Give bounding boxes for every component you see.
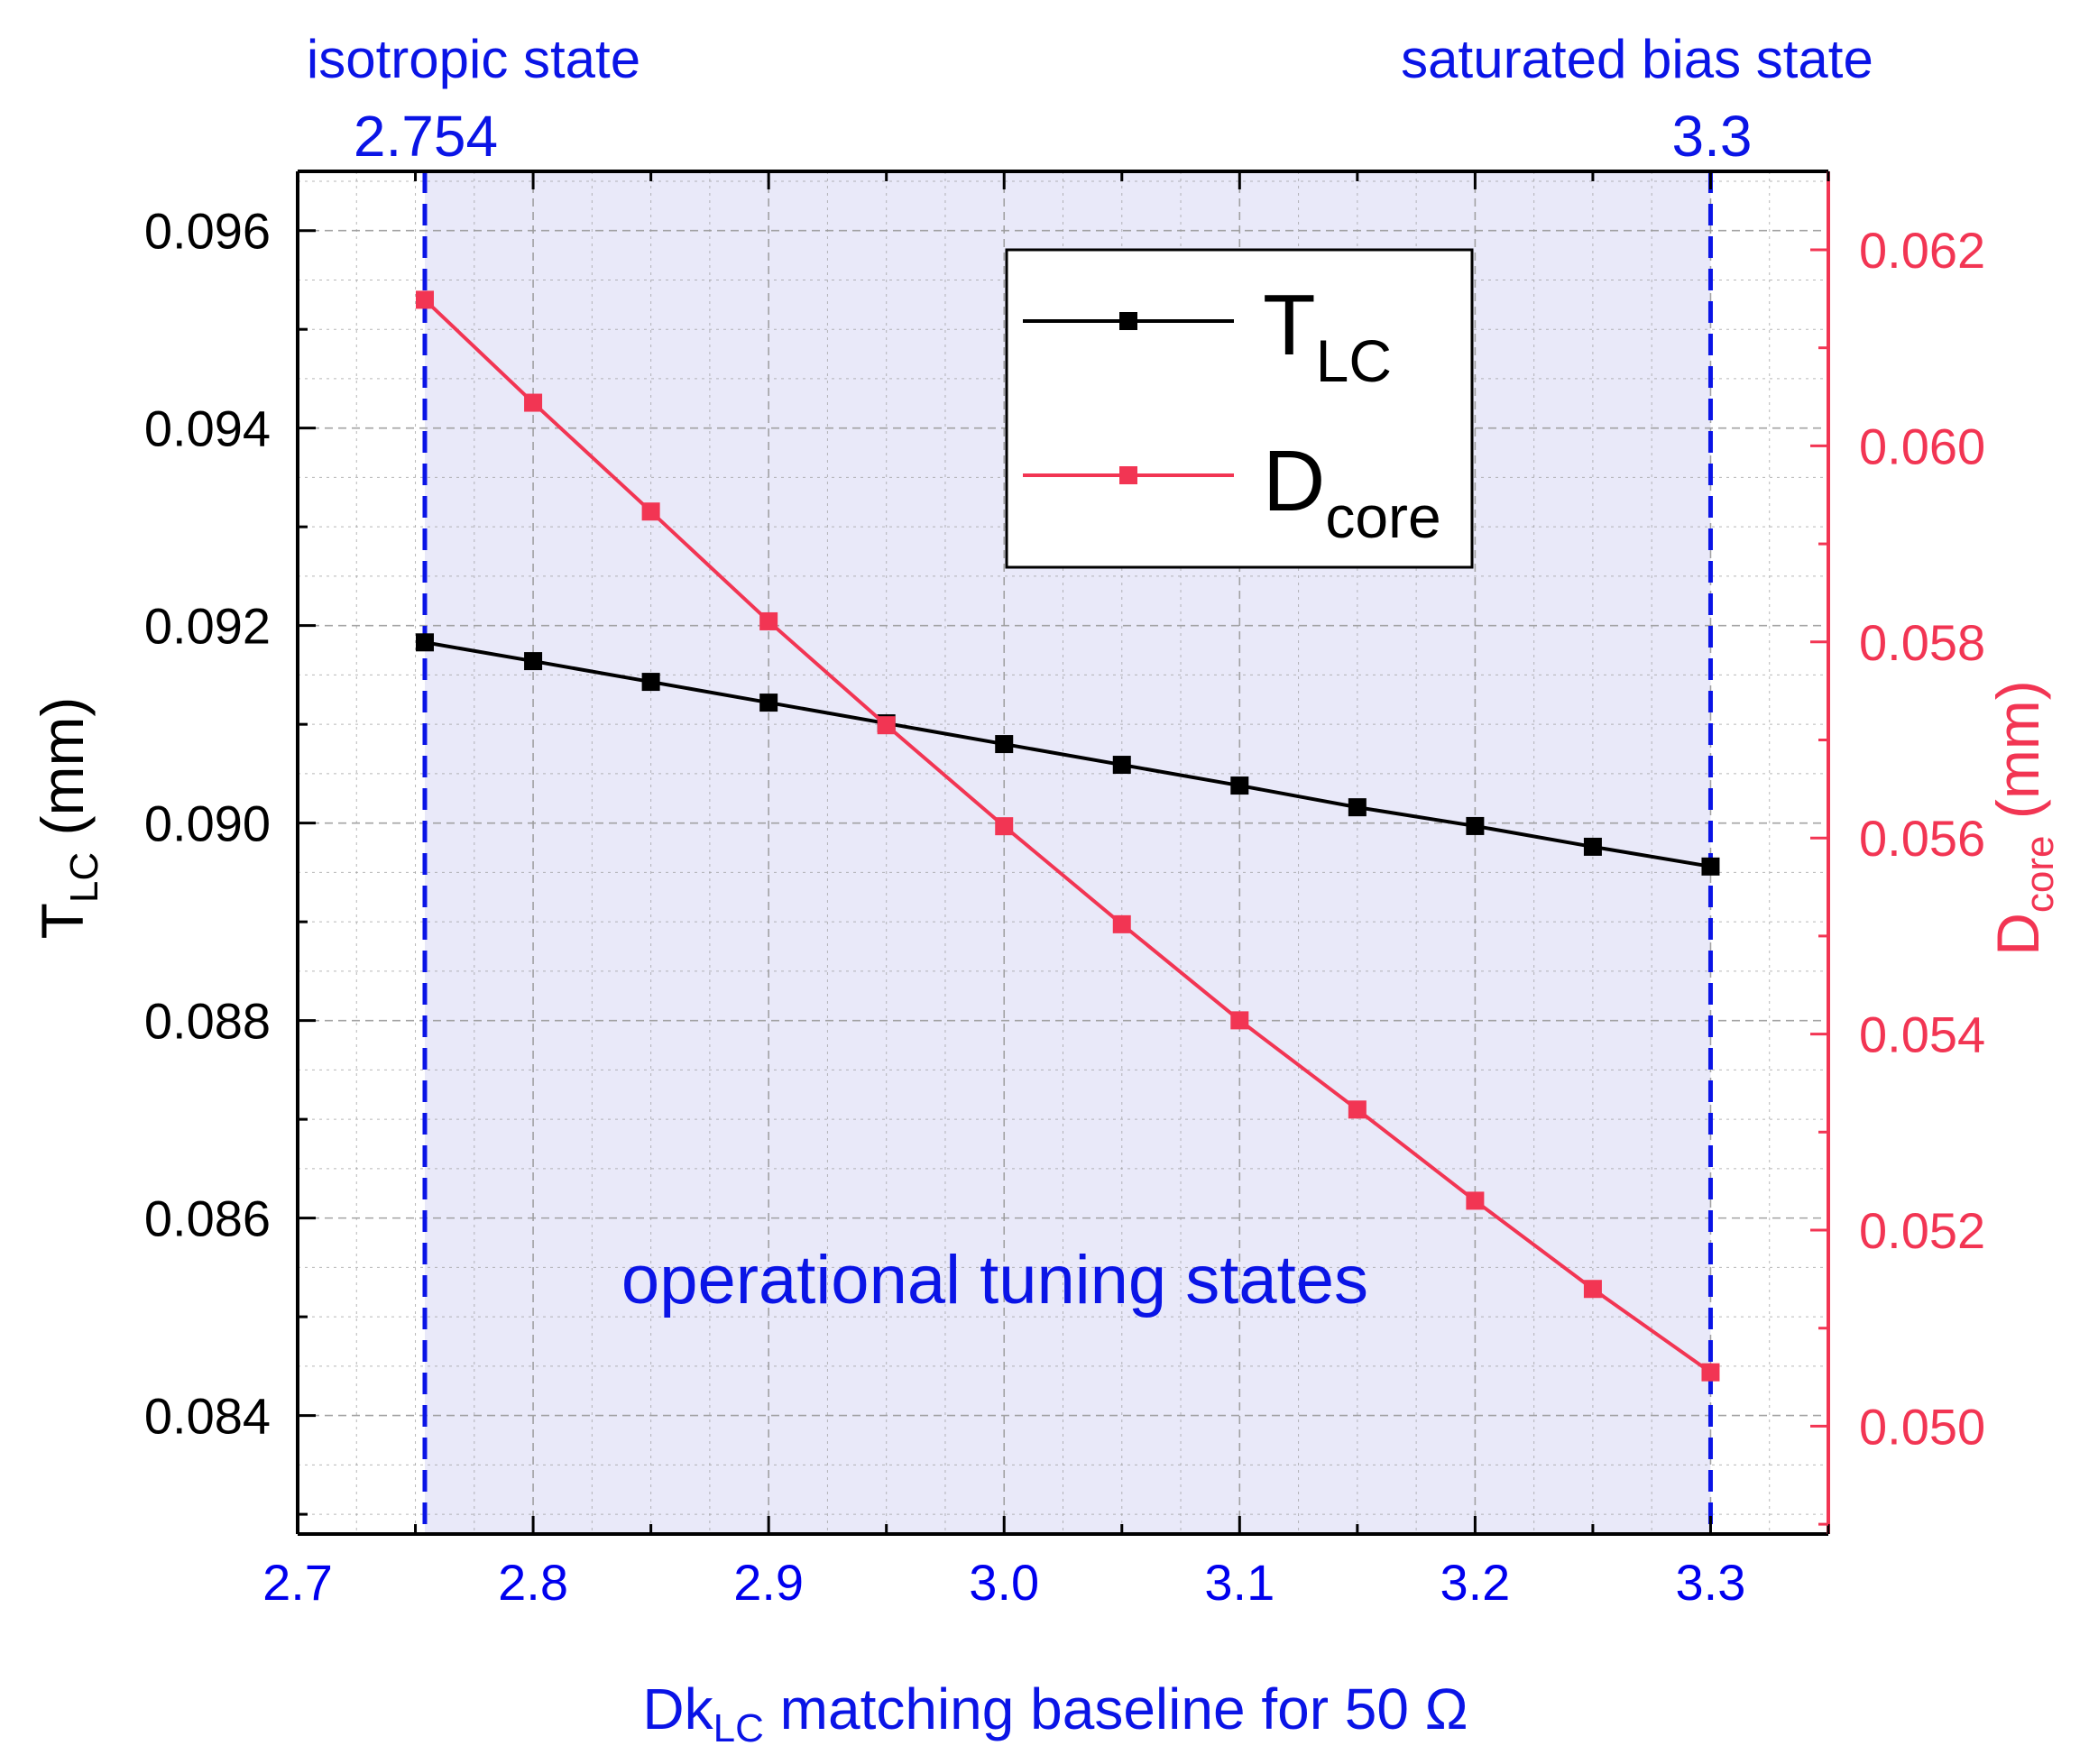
data-point-t-lc xyxy=(524,652,543,671)
data-point-t-lc xyxy=(759,694,778,712)
data-point-d-core xyxy=(759,611,778,630)
legend: TLC Dcore xyxy=(1005,248,1474,569)
y-axis-left-title-sub: LC xyxy=(62,852,106,903)
data-point-t-lc xyxy=(1348,798,1367,817)
series-layer xyxy=(415,290,1720,1382)
saturated-state-title: saturated bias state xyxy=(1401,29,1873,89)
legend-box xyxy=(1005,248,1474,569)
axes-frame-layer xyxy=(296,170,1830,1536)
x-tick-label: 3.2 xyxy=(1440,1554,1510,1611)
legend-label-dcore: Dcore xyxy=(1263,433,1441,550)
x-tick-label: 3.0 xyxy=(969,1554,1039,1611)
data-point-t-lc xyxy=(1112,756,1131,775)
data-point-t-lc xyxy=(641,673,660,692)
y-axis-right-title-main: D xyxy=(1984,913,2051,956)
legend-label-tlc-sub: LC xyxy=(1316,327,1392,394)
y-axis-left-title: TLC (mm) xyxy=(29,697,106,940)
data-point-d-core xyxy=(524,393,543,412)
y-right-tick-label: 0.058 xyxy=(1859,614,1985,671)
data-point-d-core xyxy=(1112,914,1131,933)
data-point-d-core xyxy=(1230,1011,1249,1030)
data-point-d-core xyxy=(641,502,660,521)
y-left-tick-label: 0.086 xyxy=(144,1190,271,1247)
data-point-d-core xyxy=(1583,1280,1602,1299)
y-right-tick-label: 0.060 xyxy=(1859,418,1985,474)
y-right-tick-label: 0.056 xyxy=(1859,810,1985,867)
data-point-t-lc xyxy=(1230,776,1249,795)
x-axis-title-sub: LC xyxy=(713,1706,764,1750)
data-point-t-lc xyxy=(1583,837,1602,856)
y-right-tick-label: 0.050 xyxy=(1859,1398,1985,1455)
legend-label-dcore-sub: core xyxy=(1325,483,1440,550)
region-label: operational tuning states xyxy=(621,1242,1368,1318)
legend-label-tlc: TLC xyxy=(1263,277,1392,394)
data-point-t-lc xyxy=(1466,816,1485,835)
data-point-d-core xyxy=(1348,1100,1367,1119)
x-tick-label: 3.1 xyxy=(1204,1554,1275,1611)
data-point-d-core xyxy=(415,290,434,309)
data-point-t-lc xyxy=(1701,857,1720,876)
y-left-tick-label: 0.090 xyxy=(144,795,271,852)
data-point-d-core xyxy=(1701,1363,1720,1382)
y-axis-right-title-sub: core xyxy=(2018,836,2062,914)
legend-marker-tlc xyxy=(1119,312,1137,330)
data-point-t-lc xyxy=(415,633,434,652)
series-line-t-lc xyxy=(424,640,1711,868)
y-left-tick-label: 0.092 xyxy=(144,598,271,655)
x-axis-title-rest: matching baseline for 50 Ω xyxy=(764,1677,1468,1741)
series-line-d-core xyxy=(423,298,1712,1374)
y-axis-left-title-rest: (mm) xyxy=(29,697,96,852)
x-tick-label: 2.7 xyxy=(262,1554,333,1611)
data-point-d-core xyxy=(877,716,896,735)
y-left-tick-label: 0.094 xyxy=(144,400,271,457)
legend-marker-dcore xyxy=(1119,466,1137,484)
isotropic-state-value: 2.754 xyxy=(354,104,498,169)
y-right-tick-label: 0.054 xyxy=(1859,1006,1985,1063)
y-right-tick-label: 0.062 xyxy=(1859,222,1985,279)
data-point-t-lc xyxy=(995,735,1014,754)
tick-layer: 2.7 2.8 2.9 3.0 3.1 3.2 3.3 0.084 0.086 0.088 0.09… xyxy=(144,171,1985,1611)
data-point-d-core xyxy=(995,817,1014,836)
x-tick-label: 3.3 xyxy=(1676,1554,1746,1611)
y-axis-right-title-rest: (mm) xyxy=(1984,680,2051,835)
y-left-tick-label: 0.084 xyxy=(144,1388,271,1445)
legend-label-tlc-main: T xyxy=(1263,277,1316,373)
data-point-d-core xyxy=(1466,1191,1485,1210)
x-tick-label: 2.8 xyxy=(498,1554,568,1611)
x-tick-label: 2.9 xyxy=(733,1554,804,1611)
y-right-tick-label: 0.052 xyxy=(1859,1202,1985,1259)
y-left-tick-label: 0.088 xyxy=(144,993,271,1050)
y-axis-left-title-main: T xyxy=(29,903,96,939)
x-axis-title-main: Dk xyxy=(642,1677,713,1741)
y-axis-right-title: Dcore (mm) xyxy=(1984,680,2062,956)
y-left-tick-label: 0.096 xyxy=(144,203,271,260)
saturated-state-value: 3.3 xyxy=(1672,104,1753,169)
isotropic-state-title: isotropic state xyxy=(307,29,640,89)
x-axis-title: DkLC matching baseline for 50 Ω xyxy=(642,1677,1468,1750)
legend-label-dcore-main: D xyxy=(1263,433,1325,529)
